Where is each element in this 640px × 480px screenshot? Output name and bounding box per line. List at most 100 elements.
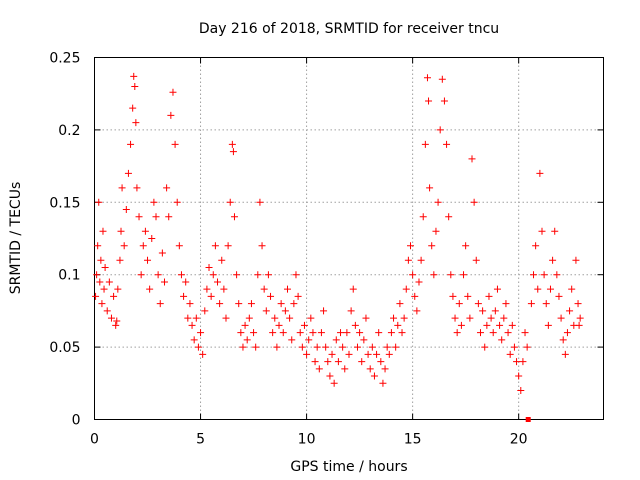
data-point	[508, 321, 516, 329]
data-point	[430, 271, 438, 279]
x-tick-label: 20	[510, 432, 528, 448]
data-point	[377, 358, 385, 366]
data-point	[557, 314, 565, 322]
data-point	[460, 271, 468, 279]
chart-title: Day 216 of 2018, SRMTID for receiver tnc…	[199, 21, 499, 37]
data-point	[487, 314, 495, 322]
data-point	[93, 271, 101, 279]
data-point	[243, 336, 251, 344]
data-point	[534, 285, 542, 293]
data-point	[390, 314, 398, 322]
data-point	[411, 292, 419, 300]
data-point	[235, 300, 243, 308]
data-point	[105, 278, 113, 286]
data-point	[260, 285, 268, 293]
y-axis-label: SRMTID / TECUs	[8, 182, 24, 295]
y-tick-label: 0.2	[58, 123, 80, 139]
data-point	[394, 321, 402, 329]
data-point	[211, 242, 219, 250]
data-point	[419, 213, 427, 221]
data-point	[468, 155, 476, 163]
data-point	[326, 372, 334, 380]
data-point	[133, 184, 141, 192]
data-point	[472, 256, 480, 264]
data-point	[443, 140, 451, 148]
data-point	[515, 372, 523, 380]
x-tick-labels: 0 5 10 15 20	[90, 432, 528, 448]
y-tick-label: 0.25	[49, 51, 80, 67]
data-point	[252, 343, 260, 351]
data-point	[575, 321, 583, 329]
data-point	[116, 256, 124, 264]
data-point	[566, 307, 574, 315]
data-point	[139, 242, 147, 250]
x-tick-label: 5	[196, 432, 205, 448]
data-point	[464, 292, 472, 300]
data-point	[96, 278, 104, 286]
data-point	[279, 329, 287, 337]
x-axis-label: GPS time / hours	[290, 459, 407, 475]
data-point	[445, 213, 453, 221]
data-point	[158, 249, 166, 257]
data-point	[122, 206, 130, 214]
data-point	[281, 307, 289, 315]
data-point	[283, 285, 291, 293]
data-point	[300, 321, 308, 329]
data-point	[192, 314, 200, 322]
data-point	[229, 148, 237, 156]
data-point	[152, 213, 160, 221]
y-tick-label: 0	[72, 413, 81, 429]
data-point	[113, 317, 121, 325]
data-point	[203, 285, 211, 293]
data-point	[457, 321, 465, 329]
data-point	[99, 227, 107, 235]
data-point	[250, 329, 258, 337]
data-point	[264, 271, 272, 279]
data-point	[349, 285, 357, 293]
data-point	[449, 292, 457, 300]
data-point	[544, 321, 552, 329]
data-point	[239, 343, 247, 351]
data-point	[572, 256, 580, 264]
data-point	[500, 314, 508, 322]
data-point	[392, 343, 400, 351]
data-point	[576, 314, 584, 322]
data-point	[112, 321, 120, 329]
data-point	[307, 314, 315, 322]
data-point	[428, 242, 436, 250]
data-point	[453, 329, 461, 337]
data-point	[358, 358, 366, 366]
data-point	[120, 242, 128, 250]
data-point	[434, 198, 442, 206]
data-point	[245, 314, 253, 322]
data-point	[237, 329, 245, 337]
data-point	[339, 343, 347, 351]
data-point	[470, 198, 478, 206]
square-marker	[525, 417, 531, 422]
data-point	[290, 300, 298, 308]
data-point	[415, 278, 423, 286]
data-point	[343, 329, 351, 337]
data-point	[426, 184, 434, 192]
data-point	[294, 292, 302, 300]
data-point	[241, 321, 249, 329]
data-point	[563, 329, 571, 337]
data-point	[423, 74, 431, 82]
data-point	[173, 198, 181, 206]
data-point	[137, 271, 145, 279]
data-point	[379, 379, 387, 387]
data-point	[267, 292, 275, 300]
data-point	[485, 292, 493, 300]
data-point	[277, 300, 285, 308]
data-point	[553, 271, 561, 279]
data-point	[455, 300, 463, 308]
data-point	[100, 285, 108, 293]
data-point	[551, 227, 559, 235]
data-point	[197, 329, 205, 337]
data-point	[320, 307, 328, 315]
x-tick-label: 10	[298, 432, 316, 448]
data-point	[493, 285, 501, 293]
data-point	[317, 329, 325, 337]
data-point	[483, 321, 491, 329]
data-point	[156, 300, 164, 308]
